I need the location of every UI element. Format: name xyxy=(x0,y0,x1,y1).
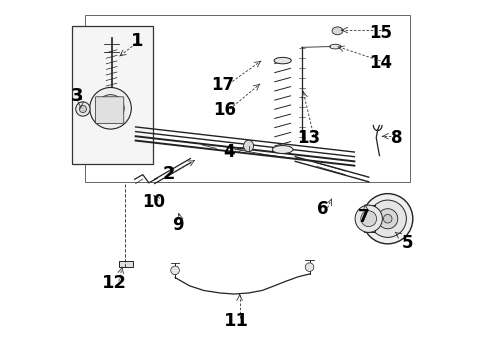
FancyBboxPatch shape xyxy=(96,97,124,123)
Circle shape xyxy=(305,263,314,271)
Ellipse shape xyxy=(330,44,341,49)
Circle shape xyxy=(383,215,392,223)
Ellipse shape xyxy=(274,57,291,64)
Bar xyxy=(119,261,133,267)
Text: 15: 15 xyxy=(369,24,392,42)
Text: 14: 14 xyxy=(369,54,392,72)
Circle shape xyxy=(355,205,382,232)
Text: 6: 6 xyxy=(318,201,329,219)
Ellipse shape xyxy=(272,145,293,153)
Text: 17: 17 xyxy=(211,76,234,94)
Circle shape xyxy=(363,194,413,244)
Circle shape xyxy=(171,266,179,275)
Circle shape xyxy=(378,209,398,229)
Ellipse shape xyxy=(332,27,343,35)
Text: 5: 5 xyxy=(401,234,413,252)
Text: 16: 16 xyxy=(213,101,236,119)
Bar xyxy=(72,26,153,164)
Bar xyxy=(364,206,375,232)
Circle shape xyxy=(361,211,377,226)
Text: 9: 9 xyxy=(172,216,183,234)
Text: 3: 3 xyxy=(71,87,83,105)
Circle shape xyxy=(104,102,117,115)
Ellipse shape xyxy=(244,140,254,152)
Text: 7: 7 xyxy=(358,208,369,226)
Text: 10: 10 xyxy=(142,193,165,211)
Circle shape xyxy=(76,102,90,116)
Circle shape xyxy=(90,87,131,129)
Text: 1: 1 xyxy=(130,32,143,50)
Circle shape xyxy=(97,95,124,122)
Circle shape xyxy=(369,200,406,237)
Circle shape xyxy=(79,105,87,113)
Text: 4: 4 xyxy=(223,143,235,161)
Text: 12: 12 xyxy=(101,274,126,292)
Text: 8: 8 xyxy=(391,129,402,147)
Text: 2: 2 xyxy=(163,165,175,183)
Text: 13: 13 xyxy=(297,129,320,147)
Text: 11: 11 xyxy=(223,311,248,329)
